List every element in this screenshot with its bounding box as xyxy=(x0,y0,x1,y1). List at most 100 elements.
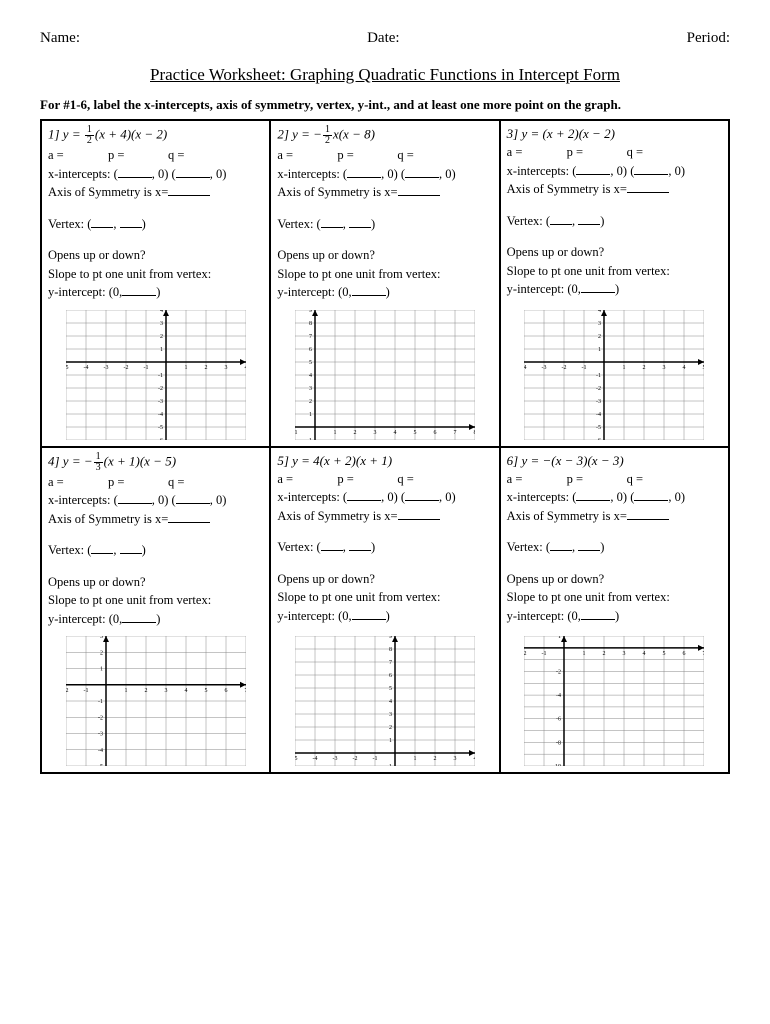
equation: 4] y = −13(x + 1)(x − 5) xyxy=(48,452,263,473)
problem-cell-6: 6] y = −(x − 3)(x − 3) a =p =q = x-inter… xyxy=(500,447,729,774)
svg-text:9: 9 xyxy=(309,310,312,314)
x-intercepts-row: x-intercepts: (, 0) (, 0) xyxy=(48,492,263,510)
svg-text:-6: -6 xyxy=(556,717,561,723)
svg-text:1: 1 xyxy=(583,651,586,657)
svg-text:-3: -3 xyxy=(542,365,547,371)
x-intercepts-row: x-intercepts: (, 0) (, 0) xyxy=(48,166,263,184)
svg-text:-2: -2 xyxy=(158,386,163,392)
svg-text:-2: -2 xyxy=(66,688,69,694)
opens-row: Opens up or down? xyxy=(48,247,263,265)
problems-grid: 1] y = 12(x + 4)(x − 2) a =p =q = x-inte… xyxy=(40,119,730,774)
svg-text:4: 4 xyxy=(683,365,686,371)
period-label: Period: xyxy=(687,30,730,47)
svg-text:3: 3 xyxy=(164,688,167,694)
svg-text:3: 3 xyxy=(100,636,103,640)
svg-text:7: 7 xyxy=(309,334,312,340)
coordinate-grid: -2-11234567123-1-2-3-4-5 xyxy=(66,636,246,766)
svg-text:1: 1 xyxy=(309,412,312,418)
svg-text:4: 4 xyxy=(184,688,187,694)
svg-text:6: 6 xyxy=(389,673,392,679)
svg-text:-2: -2 xyxy=(524,651,527,657)
svg-text:-10: -10 xyxy=(553,764,561,766)
svg-text:4: 4 xyxy=(389,699,392,705)
coordinate-grid: -2-112345671-2-4-6-8-10 xyxy=(524,636,704,766)
svg-text:-1: -1 xyxy=(372,756,377,762)
svg-text:-2: -2 xyxy=(98,715,103,721)
svg-text:7: 7 xyxy=(389,660,392,666)
vertex-row: Vertex: (, ) xyxy=(507,539,722,557)
svg-text:4: 4 xyxy=(393,430,396,436)
svg-text:-1: -1 xyxy=(83,688,88,694)
equation: 3] y = (x + 2)(x − 2) xyxy=(507,125,722,143)
axis-of-symmetry-row: Axis of Symmetry is x= xyxy=(48,511,263,529)
svg-text:2: 2 xyxy=(100,650,103,656)
svg-text:3: 3 xyxy=(453,756,456,762)
svg-text:5: 5 xyxy=(413,430,416,436)
svg-text:-5: -5 xyxy=(158,425,163,431)
svg-text:-6: -6 xyxy=(596,438,601,440)
slope-row: Slope to pt one unit from vertex: xyxy=(507,589,722,607)
graph-area: -2-11234567123-1-2-3-4-5 xyxy=(48,636,263,766)
svg-text:4: 4 xyxy=(598,310,601,314)
svg-text:-3: -3 xyxy=(98,732,103,738)
svg-text:2: 2 xyxy=(643,365,646,371)
opens-row: Opens up or down? xyxy=(277,247,492,265)
svg-text:5: 5 xyxy=(389,686,392,692)
svg-text:9: 9 xyxy=(389,636,392,640)
svg-text:1: 1 xyxy=(333,430,336,436)
svg-text:3: 3 xyxy=(598,321,601,327)
svg-text:7: 7 xyxy=(703,651,705,657)
x-intercepts-row: x-intercepts: (, 0) (, 0) xyxy=(277,489,492,507)
svg-text:-1: -1 xyxy=(307,438,312,440)
svg-text:-4: -4 xyxy=(556,693,561,699)
svg-text:-4: -4 xyxy=(98,748,103,754)
apq-row: a =p =q = xyxy=(277,471,492,489)
slope-row: Slope to pt one unit from vertex: xyxy=(277,589,492,607)
svg-text:5: 5 xyxy=(663,651,666,657)
svg-text:-5: -5 xyxy=(596,425,601,431)
opens-row: Opens up or down? xyxy=(277,571,492,589)
x-intercepts-row: x-intercepts: (, 0) (, 0) xyxy=(507,163,722,181)
svg-text:-1: -1 xyxy=(542,651,547,657)
svg-text:2: 2 xyxy=(389,725,392,731)
svg-text:2: 2 xyxy=(353,430,356,436)
y-intercept-row: y-intercept: (0,) xyxy=(507,281,722,299)
svg-text:-1: -1 xyxy=(158,373,163,379)
svg-text:8: 8 xyxy=(389,647,392,653)
svg-text:-1: -1 xyxy=(98,699,103,705)
y-intercept-row: y-intercept: (0,) xyxy=(277,284,492,302)
svg-text:2: 2 xyxy=(160,334,163,340)
header-row: Name: Date: Period: xyxy=(40,30,730,47)
svg-text:-1: -1 xyxy=(143,365,148,371)
slope-row: Slope to pt one unit from vertex: xyxy=(507,263,722,281)
svg-text:-1: -1 xyxy=(596,373,601,379)
svg-text:-4: -4 xyxy=(158,412,163,418)
svg-text:1: 1 xyxy=(184,365,187,371)
svg-text:5: 5 xyxy=(309,360,312,366)
fraction: 13 xyxy=(94,452,103,473)
svg-text:6: 6 xyxy=(309,347,312,353)
svg-text:-5: -5 xyxy=(98,764,103,766)
y-intercept-row: y-intercept: (0,) xyxy=(48,611,263,629)
fraction: 12 xyxy=(85,125,94,146)
coordinate-grid: -4-3-2-1123451234-1-2-3-4-5-6 xyxy=(524,310,704,440)
axis-of-symmetry-row: Axis of Symmetry is x= xyxy=(507,508,722,526)
svg-text:-2: -2 xyxy=(596,386,601,392)
name-label: Name: xyxy=(40,30,80,47)
svg-text:3: 3 xyxy=(623,651,626,657)
svg-text:-8: -8 xyxy=(556,740,561,746)
svg-text:3: 3 xyxy=(373,430,376,436)
svg-text:1: 1 xyxy=(623,365,626,371)
equation: 1] y = 12(x + 4)(x − 2) xyxy=(48,125,263,146)
y-intercept-row: y-intercept: (0,) xyxy=(48,284,263,302)
svg-text:-5: -5 xyxy=(295,756,298,762)
problem-cell-3: 3] y = (x + 2)(x − 2) a =p =q = x-interc… xyxy=(500,120,729,447)
vertex-row: Vertex: (, ) xyxy=(48,216,263,234)
y-intercept-row: y-intercept: (0,) xyxy=(507,608,722,626)
svg-text:-4: -4 xyxy=(596,412,601,418)
svg-text:6: 6 xyxy=(683,651,686,657)
svg-text:1: 1 xyxy=(558,636,561,640)
equation: 6] y = −(x − 3)(x − 3) xyxy=(507,452,722,470)
svg-text:7: 7 xyxy=(244,688,246,694)
svg-text:4: 4 xyxy=(309,373,312,379)
